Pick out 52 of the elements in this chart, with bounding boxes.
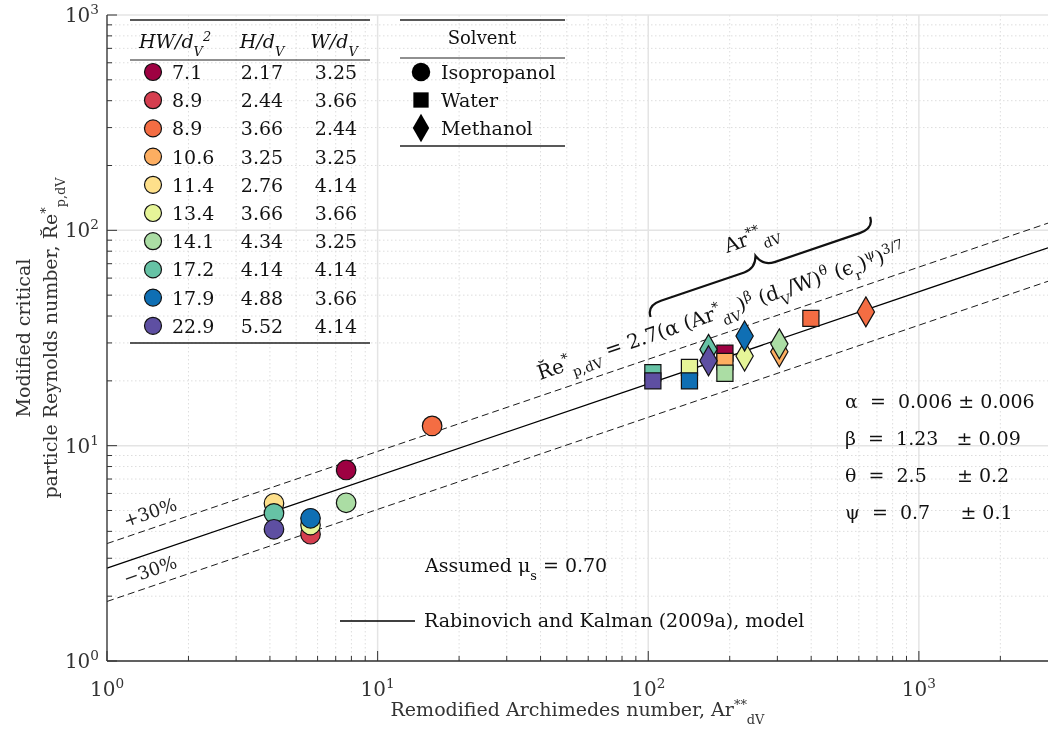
legend-label: 17.2: [172, 258, 215, 281]
annotation: 3.25: [314, 61, 358, 83]
annotation: W/d$_{V}$: [310, 30, 360, 59]
legend-label: Rabinovich and Kalman (2009a), model: [424, 609, 805, 631]
annotation: 4.14: [240, 258, 284, 281]
annotation: Solvent: [447, 27, 518, 48]
annotation: Assumed μ$_{s}$ = 0.70: [424, 554, 608, 583]
annotation: 2.44: [314, 117, 358, 140]
annotation: β = 1.23 ± 0.09: [845, 427, 1021, 449]
annotation: 3.25: [314, 145, 358, 168]
x-tick-label: 10$^{2}$: [631, 675, 666, 701]
legend-label: 8.9: [172, 117, 203, 140]
legend-label: 11.4: [172, 173, 215, 196]
legend-label: 17.9: [172, 286, 215, 309]
annotation: 3.66: [240, 117, 284, 140]
legend-label: 7.1: [172, 61, 203, 83]
annotation: −30%: [120, 551, 180, 589]
annotation: 4.14: [314, 173, 358, 196]
annotation: 4.34: [240, 230, 284, 253]
annotation: 2.44: [240, 89, 284, 112]
legend-label: 10.6: [172, 145, 215, 168]
annotation: 2.17: [240, 61, 284, 83]
annotation: 5.52: [240, 314, 284, 337]
annotation: 3.66: [240, 202, 284, 224]
annotation: Methanol: [441, 117, 533, 139]
legend-label: 13.4: [172, 202, 215, 224]
y-tick-label: 10$^{2}$: [64, 216, 99, 243]
annotation: 3.25: [240, 145, 284, 168]
annotation: 2.76: [240, 173, 284, 196]
y-tick-label: 10$^{1}$: [64, 431, 99, 458]
x-tick-label: 10$^{1}$: [360, 675, 395, 701]
annotation: 3.25: [314, 230, 358, 253]
annotation: α = 0.006 ± 0.006: [845, 390, 1035, 412]
annotation: H/d$_{V}$: [238, 30, 286, 59]
annotation: Water: [441, 89, 500, 111]
annotation: 3.66: [314, 286, 358, 309]
legend-label: 14.1: [172, 230, 215, 253]
annotation: 4.88: [240, 286, 284, 309]
annotation: 3.66: [314, 89, 358, 112]
annotation: Isopropanol: [441, 61, 556, 83]
y-tick-label: 10$^{3}$: [64, 1, 99, 27]
legend-label: 22.9: [172, 314, 215, 337]
annotation: 4.14: [314, 314, 358, 337]
y-tick-label: 10$^{0}$: [64, 647, 99, 673]
x-tick-label: 10$^{3}$: [901, 675, 936, 701]
annotation: 3.66: [314, 202, 358, 224]
annotation: θ = 2.5 ± 0.2: [845, 464, 1010, 486]
annotation: 4.14: [314, 258, 358, 281]
legend-label: 8.9: [172, 89, 203, 112]
annotation: ψ = 0.7 ± 0.1: [845, 501, 1013, 523]
annotation: +30%: [120, 493, 180, 531]
x-tick-label: 10$^{0}$: [89, 675, 125, 701]
